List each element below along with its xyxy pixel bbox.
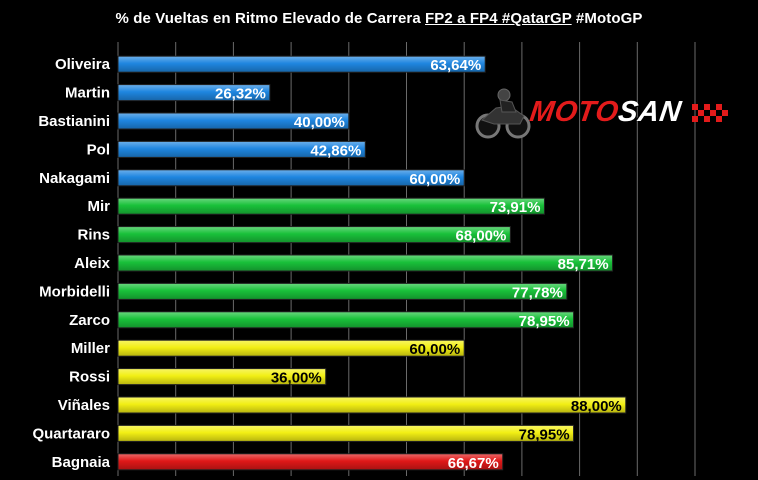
- value-label: 42,86%: [310, 142, 361, 159]
- chart-title: % de Vueltas en Ritmo Elevado de Carrera…: [0, 10, 758, 27]
- bar: [117, 140, 366, 158]
- category-label: Rins: [77, 227, 110, 244]
- bar: [117, 55, 486, 73]
- category-label: Morbidelli: [39, 283, 110, 300]
- category-label: Rossi: [69, 369, 110, 386]
- value-label: 60,00%: [409, 341, 460, 358]
- category-label: Bastianini: [38, 113, 110, 130]
- category-label: Nakagami: [39, 170, 110, 187]
- value-label: 60,00%: [409, 171, 460, 188]
- bar: [117, 396, 627, 414]
- bar: [117, 169, 465, 187]
- category-label: Mir: [88, 198, 111, 215]
- motosan-logo: MOTOSAN: [474, 86, 744, 142]
- value-label: 85,71%: [558, 256, 609, 273]
- title-suffix: #MotoGP: [575, 10, 643, 27]
- value-label: 78,95%: [519, 313, 570, 330]
- bar: [117, 339, 465, 357]
- title-prefix: % de Vueltas en Ritmo Elevado de Carrera: [115, 10, 421, 27]
- bar: [117, 84, 271, 102]
- category-label: Bagnaia: [52, 454, 111, 471]
- category-label: Quartararo: [32, 425, 110, 442]
- value-label: 36,00%: [271, 370, 322, 387]
- value-label: 77,78%: [512, 284, 563, 301]
- category-label: Pol: [87, 141, 110, 158]
- title-underlined: FP2 a FP4 #QatarGP: [425, 10, 572, 27]
- value-label: 40,00%: [294, 114, 345, 131]
- value-label: 73,91%: [490, 199, 541, 216]
- bar: [117, 226, 511, 244]
- value-label: 78,95%: [519, 426, 570, 443]
- bar: [117, 453, 504, 471]
- bar: [117, 282, 568, 300]
- category-label: Zarco: [69, 312, 110, 329]
- category-label: Aleix: [74, 255, 111, 272]
- bar: [117, 424, 575, 442]
- logo-text: MOTOSAN: [528, 96, 684, 129]
- bar: [117, 197, 545, 215]
- checkered-flag-icon: [692, 104, 728, 122]
- value-label: 26,32%: [215, 86, 266, 103]
- value-label: 88,00%: [571, 398, 622, 415]
- bar: [117, 368, 327, 386]
- logo-text-moto: MOTO: [527, 96, 621, 128]
- logo-text-san: SAN: [616, 96, 684, 128]
- bar: [117, 254, 614, 272]
- category-label: Viñales: [58, 397, 110, 414]
- category-label: Oliveira: [55, 56, 111, 73]
- motorcycle-icon: [475, 88, 531, 139]
- bar: [117, 311, 575, 329]
- value-label: 63,64%: [430, 57, 481, 74]
- value-label: 68,00%: [455, 228, 506, 245]
- value-label: 66,67%: [448, 455, 499, 472]
- category-label: Martin: [65, 85, 110, 102]
- category-label: Miller: [71, 340, 110, 357]
- bar: [117, 112, 350, 130]
